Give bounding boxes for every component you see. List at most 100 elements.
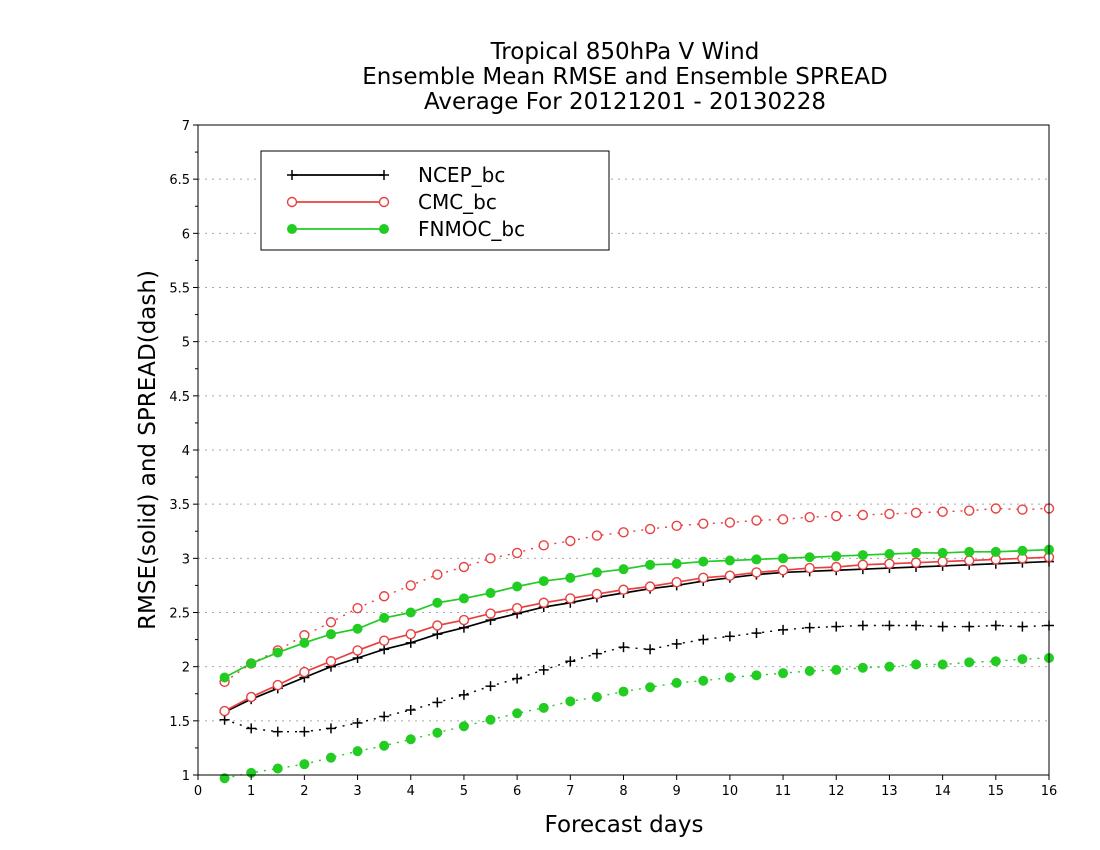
legend-item-fnmoc_bc: FNMOC_bc — [287, 217, 525, 241]
series-fnmoc_bc-spread-point — [990, 656, 1001, 667]
series-fnmoc_bc-rmse-point — [990, 546, 1001, 557]
series-fnmoc_bc-spread-point — [299, 759, 310, 770]
x-tick-label: 11 — [775, 784, 792, 799]
series-cmc_bc-spread-point — [378, 591, 390, 602]
series-fnmoc_bc-spread-point — [565, 696, 576, 707]
series-fnmoc_bc-spread-point — [884, 661, 895, 672]
series-ncep_bc-rmse-line — [224, 560, 1050, 713]
grid — [198, 178, 1049, 722]
series-fnmoc_bc-rmse-point — [804, 552, 815, 563]
series-cmc_bc-spread-point — [325, 617, 337, 628]
series-cmc_bc-rmse-point — [857, 559, 869, 571]
series-fnmoc_bc-rmse-point — [884, 549, 895, 559]
series-fnmoc_bc-rmse-point — [405, 607, 416, 618]
series-cmc_bc-rmse-point — [831, 561, 842, 573]
series-cmc_bc-rmse-point — [432, 620, 443, 631]
series-cmc_bc-rmse-point — [511, 602, 523, 614]
series-fnmoc_bc-spread-point — [405, 734, 416, 745]
series-ncep_bc-spread-point — [618, 642, 629, 653]
y-tick-label: 3.5 — [169, 498, 190, 513]
legend-label: FNMOC_bc — [418, 217, 525, 241]
legend-label: NCEP_bc — [418, 163, 505, 187]
series-ncep_bc-spread-point — [299, 726, 310, 737]
series-ncep_bc-spread-point — [538, 664, 549, 675]
series-ncep_bc-rmse-point — [432, 629, 443, 640]
series-ncep_bc-spread-point — [724, 631, 735, 642]
series-cmc_bc-spread-point — [644, 523, 656, 535]
series-ncep_bc-spread-point — [591, 648, 602, 659]
legend-marker-start — [286, 196, 298, 208]
y-tick-label: 4.5 — [169, 390, 190, 405]
series-fnmoc_bc-spread-point — [325, 752, 336, 763]
series-fnmoc_bc-rmse-point — [352, 623, 363, 634]
series-fnmoc_bc-spread-point — [964, 657, 975, 668]
legend-label: CMC_bc — [418, 190, 497, 214]
x-tick-label: 7 — [566, 784, 574, 799]
series-cmc_bc-spread-point — [352, 602, 363, 614]
series-fnmoc_bc-spread-point — [911, 659, 922, 670]
series-ncep_bc-spread-line — [224, 624, 1050, 733]
series-cmc_bc-rmse-point — [458, 614, 470, 626]
series-ncep_bc-spread-point — [645, 644, 656, 655]
series-ncep_bc-spread-point — [485, 681, 496, 692]
series-ncep_bc-spread-point — [937, 621, 948, 632]
series-fnmoc_bc-spread-point — [857, 662, 868, 673]
x-tick-label: 12 — [828, 784, 845, 799]
series-cmc_bc-spread-point — [511, 547, 523, 559]
y-tick-label: 5.5 — [169, 282, 190, 297]
series-fnmoc_bc-spread-point — [724, 672, 735, 683]
series-cmc_bc-rmse-point — [352, 645, 363, 656]
series-fnmoc_bc-spread-point — [485, 714, 496, 725]
series-fnmoc_bc-spread-point — [591, 692, 602, 702]
series-ncep_bc-spread-point — [458, 689, 469, 700]
series-cmc_bc-rmse-point — [272, 679, 283, 691]
series-cmc_bc-spread-point — [751, 515, 762, 526]
series-fnmoc_bc-spread-point — [512, 708, 523, 719]
y-tick-label: 1 — [182, 769, 190, 784]
series-fnmoc_bc-rmse-point — [1017, 545, 1028, 556]
series-cmc_bc-rmse-point — [245, 691, 257, 703]
series-fnmoc_bc-rmse-point — [937, 547, 948, 558]
series-cmc_bc-spread-point — [964, 505, 975, 516]
legend-marker-end — [378, 196, 390, 208]
series-fnmoc_bc-rmse-point — [778, 553, 789, 564]
series-fnmoc_bc-spread-point — [937, 659, 948, 670]
series-ncep_bc-spread-point — [325, 723, 336, 734]
y-tick-label: 6 — [182, 227, 190, 242]
y-tick-label: 2.5 — [169, 607, 190, 622]
series-ncep_bc-spread-point — [512, 673, 523, 684]
series-cmc_bc-rmse-line — [224, 556, 1050, 712]
series-cmc_bc-spread-point — [671, 520, 682, 532]
series-cmc_bc-rmse-point — [777, 565, 789, 576]
series-fnmoc_bc-rmse-point — [512, 581, 523, 592]
series-cmc_bc-rmse-point — [964, 555, 975, 566]
series-cmc_bc-rmse-point — [644, 581, 656, 592]
series-ncep_bc-spread-point — [352, 718, 363, 728]
series-fnmoc_bc-rmse-point — [246, 658, 257, 669]
series-fnmoc_bc-spread-point — [618, 686, 629, 697]
series-fnmoc_bc-spread-point — [1017, 654, 1028, 665]
y-tick-label: 5 — [182, 336, 190, 351]
series-cmc_bc-spread-point — [990, 503, 1002, 514]
legend-item-ncep_bc: NCEP_bc — [287, 163, 505, 187]
series-cmc_bc-rmse-point — [804, 562, 815, 574]
legend-box — [260, 150, 610, 251]
series-cmc_bc-spread-point — [724, 517, 736, 528]
series-cmc_bc-rmse-point — [405, 628, 416, 640]
series-cmc_bc-spread-point — [937, 506, 948, 517]
series-fnmoc_bc-spread-point — [804, 666, 815, 676]
chart-title-line-3: Average For 20121201 - 20130228 — [424, 89, 826, 115]
series-ncep_bc-spread-point — [246, 723, 257, 734]
x-tick-label: 4 — [407, 784, 415, 799]
series-ncep_bc-spread-point — [990, 620, 1001, 631]
series-fnmoc_bc-rmse-point — [538, 576, 549, 587]
series-fnmoc_bc-rmse-point — [272, 647, 283, 658]
series-fnmoc_bc-rmse-point — [831, 551, 842, 562]
series-fnmoc_bc-spread-point — [432, 727, 443, 738]
series-fnmoc_bc-spread-point — [751, 670, 762, 681]
series-ncep_bc-spread-point — [884, 620, 895, 631]
y-tick-label: 1.5 — [169, 715, 190, 730]
series-fnmoc_bc-spread-point — [379, 740, 390, 751]
series-cmc_bc-rmse-point — [591, 588, 603, 600]
series-cmc_bc-rmse-point — [937, 556, 948, 567]
